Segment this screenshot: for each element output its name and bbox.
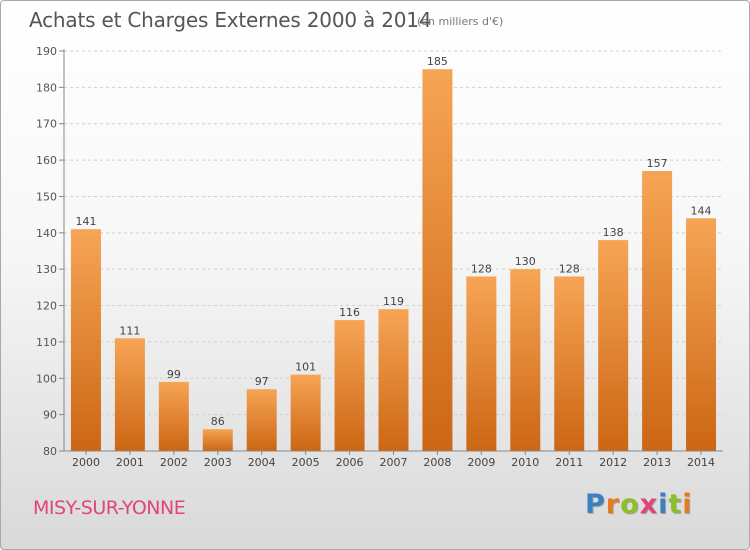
x-tick-label: 2012	[599, 456, 627, 469]
value-label: 185	[427, 55, 448, 68]
logo-letter: i	[682, 489, 693, 520]
bar-2005	[290, 374, 321, 451]
y-tick-label: 130	[36, 263, 57, 276]
bar-2008	[422, 69, 453, 451]
y-tick-label: 160	[36, 154, 57, 167]
value-label: 157	[647, 157, 668, 170]
x-tick-label: 2013	[643, 456, 671, 469]
value-label: 101	[295, 361, 316, 374]
value-label: 141	[75, 215, 96, 228]
y-tick-label: 90	[43, 409, 57, 422]
value-label: 130	[515, 255, 536, 268]
value-label: 97	[255, 375, 269, 388]
chart-title: Achats et Charges Externes 2000 à 2014	[29, 8, 432, 32]
bar-2002	[158, 381, 189, 451]
logo-letter: x	[639, 489, 659, 520]
value-label: 99	[167, 368, 181, 381]
value-label: 128	[559, 262, 580, 275]
x-tick-label: 2004	[248, 456, 276, 469]
value-label: 144	[691, 204, 712, 217]
value-label: 138	[603, 226, 624, 239]
bar-2010	[510, 269, 541, 451]
bar-2014	[686, 218, 717, 451]
x-tick-label: 2007	[380, 456, 408, 469]
x-tick-label: 2014	[687, 456, 715, 469]
x-tick-label: 2009	[467, 456, 495, 469]
chart-subtitle: (en milliers d'€)	[417, 15, 504, 28]
y-tick-label: 140	[36, 227, 57, 240]
bar-2006	[334, 320, 365, 451]
y-tick-label: 80	[43, 445, 57, 458]
x-tick-label: 2005	[292, 456, 320, 469]
y-tick-label: 180	[36, 81, 57, 94]
x-tick-label: 2000	[72, 456, 100, 469]
logo-letter: o	[620, 489, 640, 520]
y-tick-label: 120	[36, 300, 57, 313]
x-tick-label: 2003	[204, 456, 232, 469]
y-tick-label: 190	[36, 45, 57, 58]
town-name: MISY-SUR-YONNE	[33, 497, 186, 519]
x-tick-label: 2010	[511, 456, 539, 469]
x-tick-label: 2006	[336, 456, 364, 469]
y-tick-label: 110	[36, 336, 57, 349]
bar-2003	[202, 429, 233, 451]
x-tick-label: 2008	[423, 456, 451, 469]
y-tick-label: 100	[36, 372, 57, 385]
x-tick-label: 2011	[555, 456, 583, 469]
value-label: 116	[339, 306, 360, 319]
logo-letter: i	[658, 489, 669, 520]
value-label: 119	[383, 295, 404, 308]
bar-2009	[466, 276, 497, 451]
bar-2012	[598, 240, 629, 451]
proxiti-logo: Proxiti	[585, 489, 693, 520]
y-tick-label: 170	[36, 118, 57, 131]
value-label: 111	[119, 324, 140, 337]
bar-2007	[378, 309, 409, 451]
logo-letter: r	[605, 489, 621, 520]
value-label: 86	[211, 415, 225, 428]
bar-2000	[70, 229, 101, 451]
x-tick-label: 2001	[116, 456, 144, 469]
logo-letter: P	[585, 489, 606, 520]
value-label: 128	[471, 262, 492, 275]
bar-2001	[114, 338, 145, 451]
logo-letter: t	[668, 489, 683, 520]
y-tick-label: 150	[36, 190, 57, 203]
bar-2013	[642, 171, 673, 451]
bar-2011	[554, 276, 585, 451]
x-tick-label: 2002	[160, 456, 188, 469]
bar-2004	[246, 389, 277, 451]
